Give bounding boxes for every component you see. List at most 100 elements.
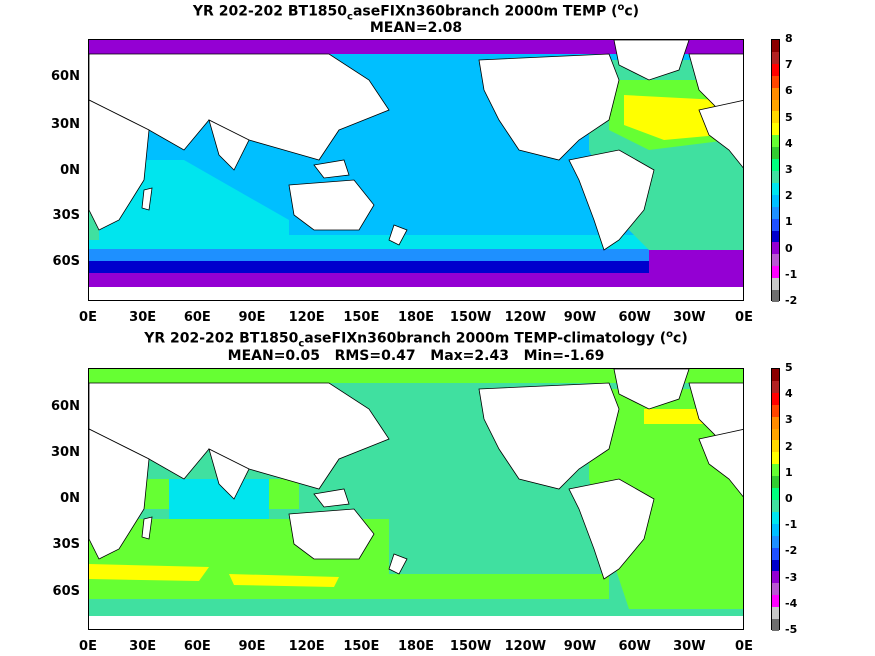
top-title-sup: o <box>617 2 625 13</box>
bottom-lon-label: 60E <box>183 639 211 654</box>
bottom-lon-label: 30W <box>673 639 706 654</box>
top-lat-60n: 60N <box>51 69 80 84</box>
bottom-colorbar-segment <box>772 619 779 631</box>
southern-band-2 <box>89 249 743 261</box>
bottom-title-rest: aseFIXn360branch 2000m TEMP-climatology … <box>304 330 667 347</box>
southern-band-3 <box>89 261 743 273</box>
anomaly-south-pacific <box>389 574 609 599</box>
bottom-colorbar <box>771 368 780 631</box>
bottom-colorbar-segment <box>772 392 779 405</box>
top-colorbar-segment <box>772 218 779 231</box>
top-lat-30s: 30S <box>52 208 80 223</box>
top-colorbar-label: 5 <box>785 110 793 124</box>
top-colorbar-segment <box>772 135 779 148</box>
bottom-colorbar-label: -5 <box>785 623 798 636</box>
bottom-colorbar-segment <box>772 476 779 489</box>
top-colorbar-segment <box>772 290 779 302</box>
bottom-colorbar-segment <box>772 559 779 572</box>
top-colorbar-segment <box>772 206 779 219</box>
bottom-colorbar-label: -2 <box>785 544 798 558</box>
top-colorbar-label: 1 <box>785 215 793 229</box>
bottom-title-sub: c <box>298 338 305 350</box>
top-title-rest: aseFIXn360branch 2000m TEMP ( <box>352 3 618 20</box>
top-title-unit: c) <box>624 3 640 20</box>
top-colorbar-label: 3 <box>785 163 793 176</box>
top-title-main: YR 202-202 BT1850 <box>192 3 348 20</box>
bottom-lon-label: 120E <box>288 639 325 654</box>
bottom-colorbar-label: -1 <box>785 518 798 532</box>
new-zealand <box>388 224 408 246</box>
bottom-colorbar-segment <box>772 607 779 620</box>
north-america <box>478 53 620 161</box>
bottom-lon-label: 180E <box>397 639 435 654</box>
bottom-lon-label: 90E <box>238 639 266 654</box>
southern-band-4 <box>89 273 743 287</box>
anomaly-antarctica <box>89 616 743 629</box>
anomaly-warm-2 <box>229 574 339 587</box>
bottom-colorbar-segment <box>772 488 779 500</box>
anomaly-india <box>208 448 250 500</box>
arctic-field <box>89 40 743 54</box>
bottom-map-stats: MEAN=0.05 RMS=0.47 Max=2.43 Min=-1.69 <box>227 348 605 364</box>
top-lon-label: 180E <box>397 310 435 325</box>
top-colorbar-segment <box>772 254 779 267</box>
bottom-colorbar-label: -3 <box>785 570 798 584</box>
bottom-colorbar-segment <box>772 452 779 465</box>
madagascar <box>141 187 153 211</box>
top-map-stats: MEAN=2.08 <box>369 20 463 36</box>
bottom-colorbar-segment <box>772 404 779 417</box>
india <box>208 119 250 171</box>
bottom-colorbar-label: 0 <box>785 492 793 505</box>
bottom-title-main: YR 202-202 BT1850 <box>144 330 299 347</box>
bottom-colorbar-segment <box>772 523 779 536</box>
anomaly-arctic <box>89 369 743 383</box>
bottom-colorbar-label: 2 <box>785 439 793 453</box>
bottom-colorbar-segment <box>772 499 779 512</box>
anomaly-north-america <box>478 382 620 490</box>
bottom-lon-label: 150W <box>449 639 492 654</box>
bottom-colorbar-label: 4 <box>785 387 793 401</box>
bottom-colorbar-segment <box>772 511 779 524</box>
bottom-lon-label: 60W <box>618 639 651 654</box>
top-colorbar-segment <box>772 40 779 52</box>
bottom-colorbar-segment <box>772 583 779 596</box>
indonesia <box>313 159 350 179</box>
bottom-colorbar-segment <box>772 440 779 453</box>
bottom-colorbar-segment <box>772 547 779 560</box>
bottom-colorbar-segment <box>772 535 779 548</box>
top-colorbar-label: 8 <box>785 32 793 45</box>
top-title-sub: c <box>347 11 353 23</box>
bottom-colorbar-segment <box>772 380 779 393</box>
bottom-lat-0n: 0N <box>60 491 80 506</box>
north-atlantic-warm <box>624 95 719 140</box>
top-colorbar-segment <box>772 123 779 136</box>
anomaly-africa-west <box>698 429 743 498</box>
bottom-lat-60n: 60N <box>51 399 80 414</box>
top-lon-label: 90E <box>238 310 266 325</box>
top-lon-label: 120E <box>288 310 325 325</box>
top-colorbar-segment <box>772 63 779 76</box>
bottom-colorbar-segment <box>772 369 779 381</box>
bottom-colorbar-segment <box>772 416 779 429</box>
top-lon-label: 90W <box>563 310 597 325</box>
anomaly-indian-cyan <box>169 479 269 519</box>
bottom-title-sup: o <box>666 329 674 340</box>
top-colorbar-label: 0 <box>785 241 793 255</box>
anomaly-madagascar <box>141 516 153 540</box>
south-america <box>568 149 655 251</box>
anomaly-new-zealand <box>388 553 408 575</box>
top-colorbar-segment <box>772 99 779 112</box>
bottom-title-unit: c) <box>673 330 688 347</box>
top-lon-label: 150E <box>343 310 380 325</box>
top-colorbar-label: 4 <box>785 136 793 150</box>
top-colorbar-label: -2 <box>785 294 798 307</box>
bottom-colorbar-label: 3 <box>785 413 793 427</box>
bottom-colorbar-label: -4 <box>785 596 798 610</box>
top-colorbar-segment <box>772 278 779 291</box>
top-colorbar-label: 6 <box>785 84 793 98</box>
top-colorbar-segment <box>772 159 779 171</box>
top-colorbar-segment <box>772 87 779 100</box>
top-colorbar-segment <box>772 51 779 64</box>
bottom-colorbar-segment <box>772 571 779 584</box>
bottom-colorbar-segment <box>772 595 779 608</box>
